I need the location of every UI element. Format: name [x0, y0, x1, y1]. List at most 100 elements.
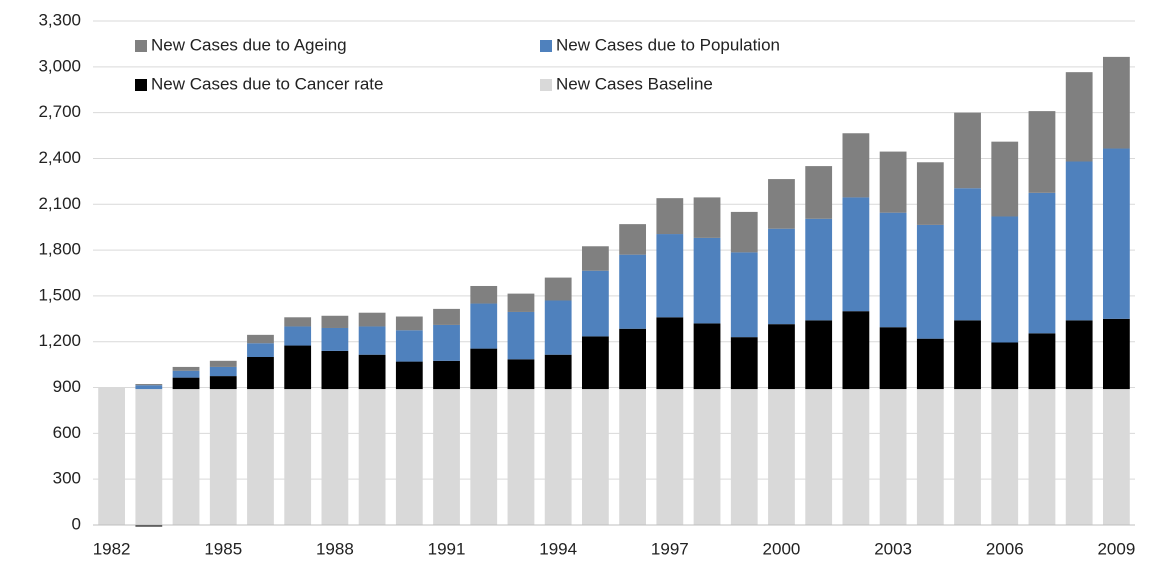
bar-segment: [842, 311, 870, 390]
legend-swatch: [540, 79, 552, 91]
bar-segment: [172, 389, 200, 525]
bar-segment: [135, 525, 163, 527]
bar-segment: [916, 389, 944, 525]
y-tick-label: 1,500: [38, 285, 81, 304]
y-tick-label: 600: [53, 423, 81, 442]
x-tick-label: 2003: [874, 539, 912, 558]
bar-segment: [284, 317, 312, 327]
bar-segment: [470, 389, 498, 525]
y-tick-label: 900: [53, 377, 81, 396]
bar-segment: [395, 361, 423, 390]
bar-segment: [1102, 56, 1130, 149]
bar-segment: [209, 360, 237, 367]
bar-segment: [656, 317, 684, 390]
bar-segment: [1028, 192, 1056, 334]
bar-segment: [1102, 148, 1130, 319]
y-tick-label: 3,000: [38, 56, 81, 75]
bar-segment: [321, 350, 349, 390]
bar-segment: [321, 327, 349, 351]
bar-segment: [1065, 161, 1093, 321]
bar-segment: [768, 324, 795, 390]
bar-segment: [730, 211, 758, 253]
y-tick-label: 1,200: [38, 331, 81, 350]
bar-segment: [209, 389, 237, 525]
bar-segment: [395, 316, 423, 331]
bar-segment: [395, 330, 423, 362]
bar-segment: [507, 359, 535, 390]
x-tick-label: 2000: [763, 539, 801, 558]
bar-segment: [619, 389, 647, 525]
bar-segment: [693, 323, 721, 390]
bar-segment: [916, 162, 944, 225]
bar-segment: [879, 151, 907, 213]
bar-segment: [507, 311, 535, 360]
bar-segment: [916, 338, 944, 390]
bar-segment: [1102, 318, 1130, 390]
bar-segment: [768, 228, 795, 325]
bar-segment: [879, 212, 907, 328]
bar-segment: [247, 334, 274, 344]
bar-segment: [954, 320, 981, 390]
bar-segment: [284, 326, 312, 346]
bar-segment: [842, 133, 870, 198]
legend-swatch: [135, 40, 147, 52]
bar-segment: [768, 179, 795, 229]
bar-segment: [879, 389, 907, 525]
bar-segment: [656, 198, 684, 235]
bar-segment: [805, 320, 833, 390]
bar-segment: [991, 216, 1019, 343]
legend-label: New Cases due to Ageing: [151, 35, 347, 54]
bar-segment: [358, 389, 386, 525]
x-tick-label: 1991: [428, 539, 466, 558]
bar-segment: [209, 376, 237, 390]
y-tick-label: 2,400: [38, 148, 81, 167]
bar-segment: [730, 252, 758, 338]
bar-segment: [879, 327, 907, 390]
bar-segment: [358, 326, 386, 355]
bar-segment: [619, 254, 647, 329]
y-tick-label: 0: [72, 514, 81, 533]
legend-label: New Cases due to Cancer rate: [151, 74, 383, 93]
bar-segment: [544, 389, 572, 525]
legend-swatch: [540, 40, 552, 52]
bar-segment: [470, 285, 498, 304]
bar-segment: [395, 389, 423, 525]
x-tick-label: 2009: [1097, 539, 1135, 558]
bar-segment: [433, 308, 460, 325]
bar-segment: [544, 354, 572, 390]
bar-segment: [1065, 320, 1093, 390]
x-tick-label: 2006: [986, 539, 1024, 558]
bar-segment: [433, 389, 460, 525]
legend-label: New Cases due to Population: [556, 35, 780, 54]
bar-segment: [768, 389, 795, 525]
bar-segment: [433, 324, 460, 361]
bar-segment: [358, 354, 386, 390]
bar-segment: [805, 166, 833, 219]
bar-segment: [1102, 389, 1130, 525]
bar-segment: [619, 328, 647, 390]
bar-segment: [247, 357, 274, 390]
bar-segment: [209, 366, 237, 377]
bar-segment: [581, 270, 609, 337]
bar-segment: [1028, 111, 1056, 193]
bar-segment: [172, 377, 200, 390]
bar-segment: [991, 342, 1019, 390]
bar-segment: [247, 343, 274, 357]
y-tick-label: 300: [53, 469, 81, 488]
bar-segment: [1065, 72, 1093, 162]
x-tick-label: 1982: [93, 539, 131, 558]
bar-segment: [581, 246, 609, 271]
bar-segment: [321, 315, 349, 328]
legend-swatch: [135, 79, 147, 91]
x-tick-label: 1997: [651, 539, 689, 558]
bar-segment: [954, 112, 981, 189]
bar-segment: [358, 312, 386, 327]
bar-segment: [507, 293, 535, 312]
bar-segment: [954, 188, 981, 321]
bar-segment: [470, 303, 498, 349]
y-tick-label: 1,800: [38, 240, 81, 259]
bar-segment: [98, 387, 126, 525]
bar-segment: [284, 345, 312, 390]
bar-segment: [172, 370, 200, 378]
